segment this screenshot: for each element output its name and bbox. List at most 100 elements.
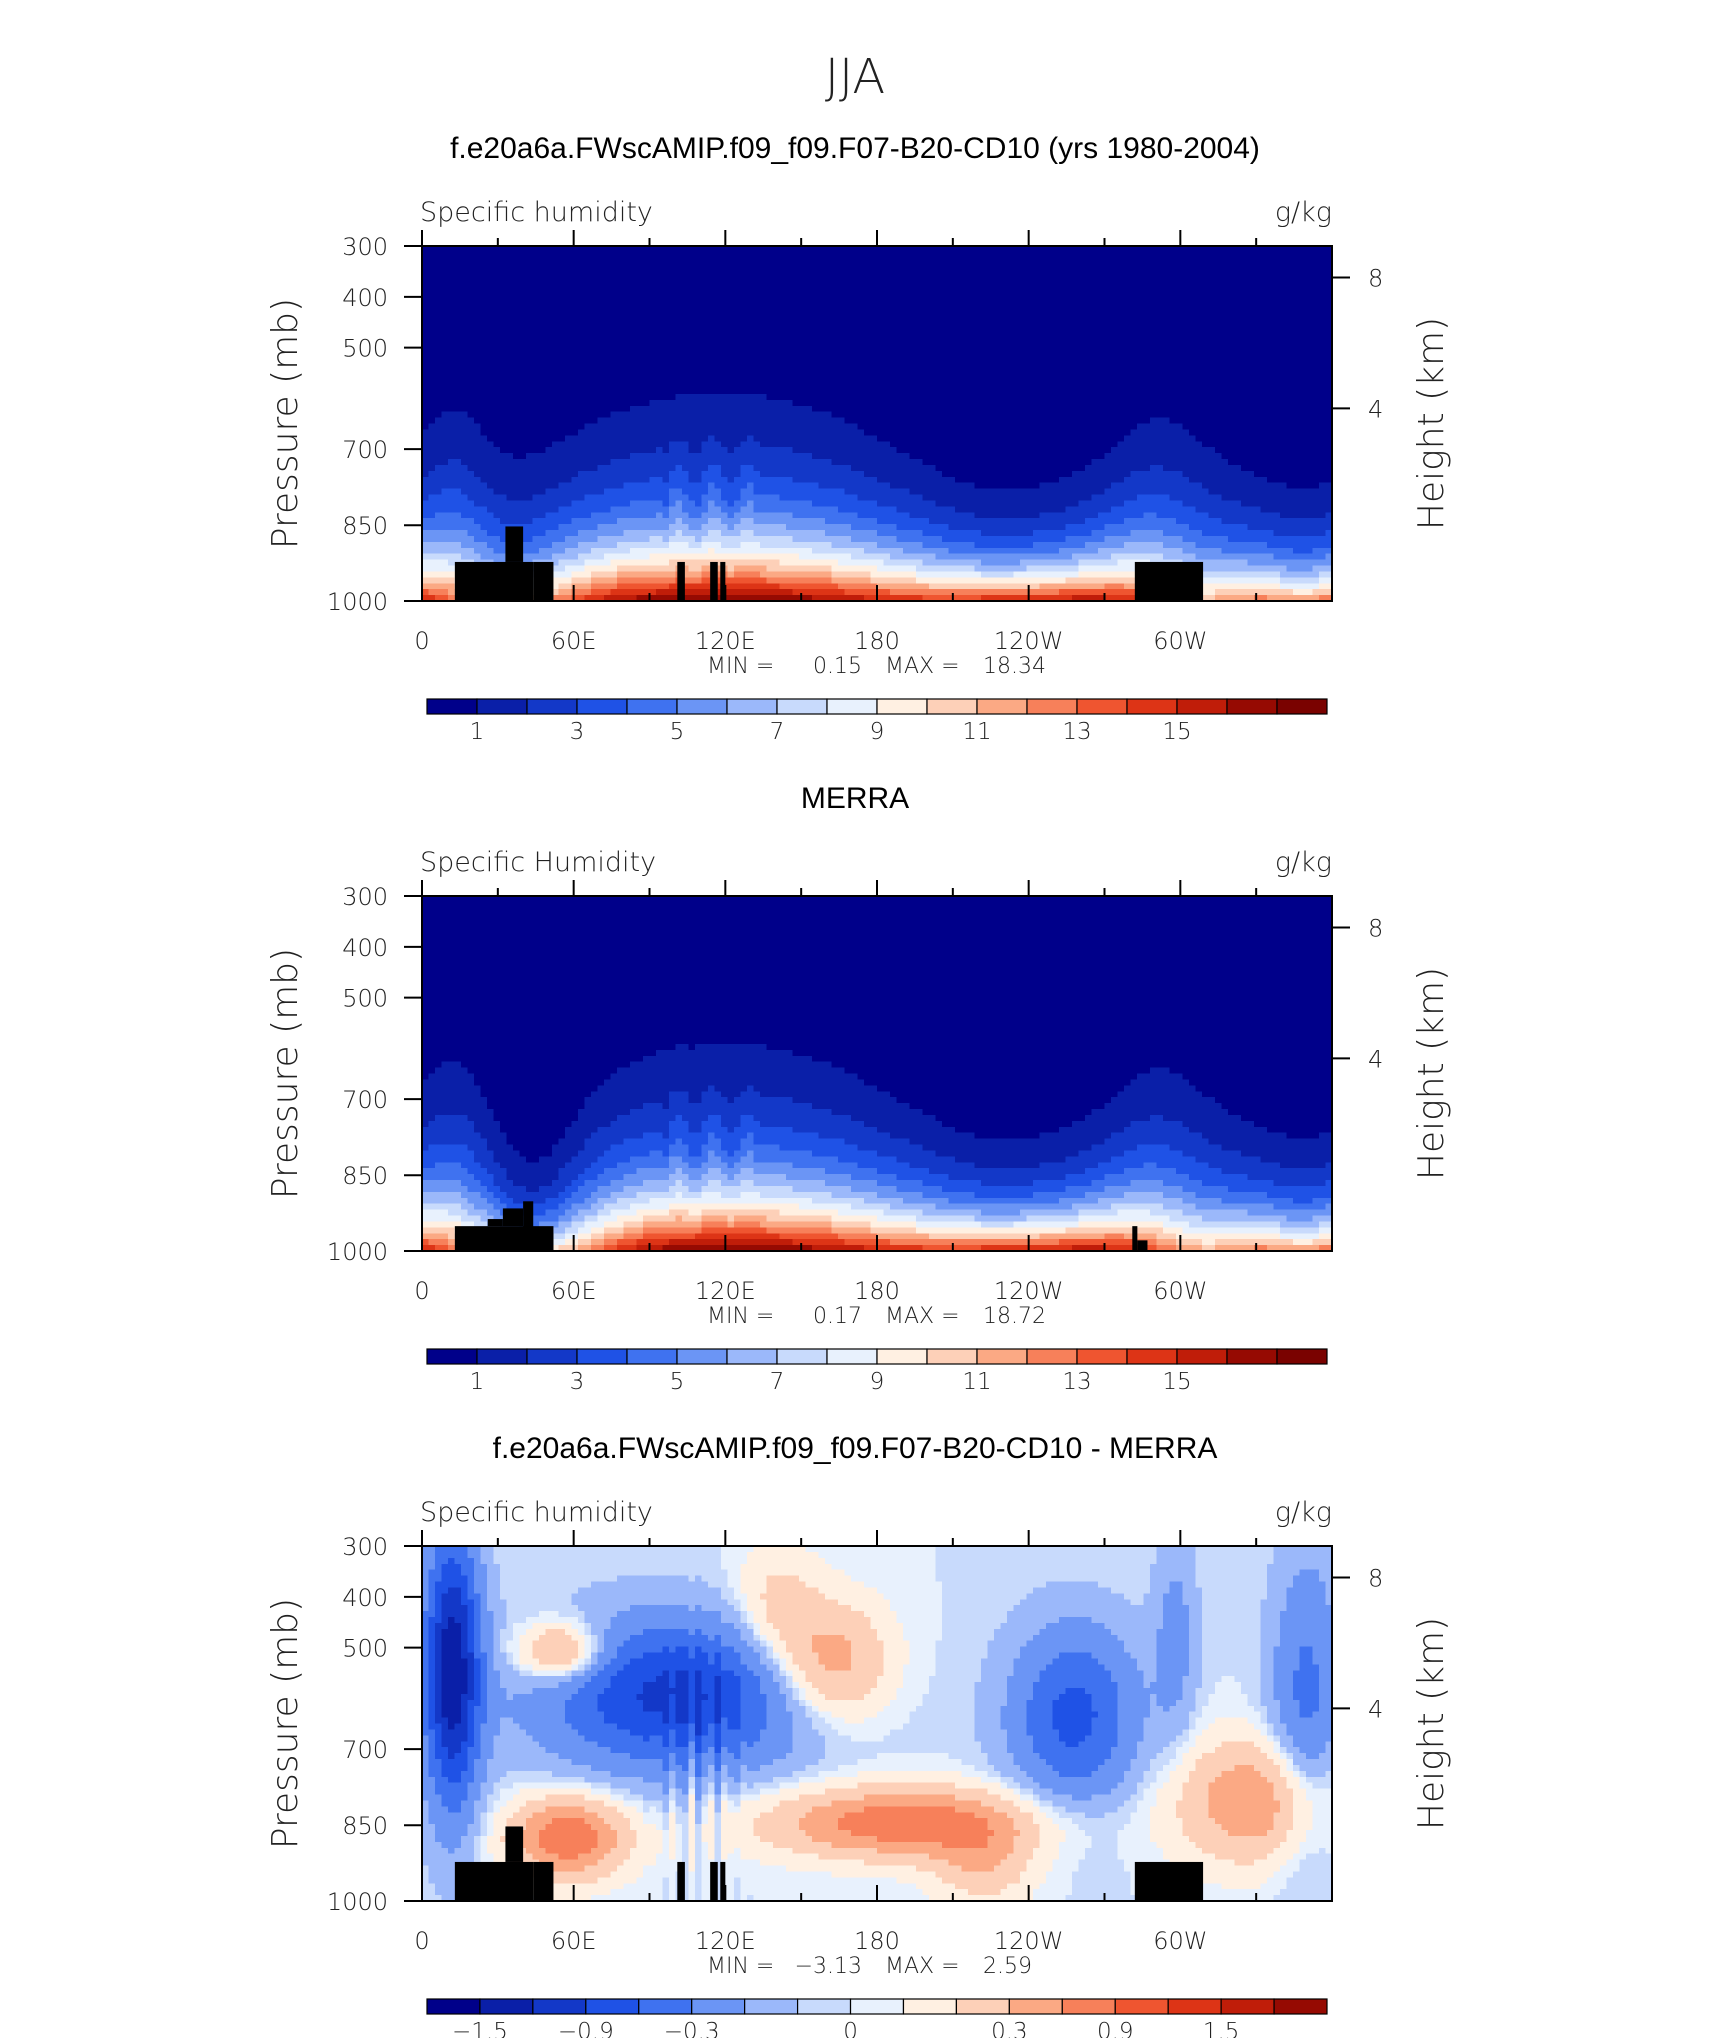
min-value: 0.17 [813,1304,862,1329]
y-tick-label: 850 [342,1812,388,1840]
x-axis: 0 60E 120E 180 120W 60W [414,230,1258,655]
panel-2: MERRA Specific Humidity g/kg 0 60E 120E 180 120… [265,782,1452,1395]
y-tick-label: 700 [342,436,388,464]
y-tick-label: 700 [342,1086,388,1114]
colorbar-swatch [1276,698,1328,715]
colorbar-swatch [576,698,628,715]
colorbar-swatch [976,1348,1028,1365]
terrain-mask [710,561,718,601]
y-tick-label: 1000 [327,1888,388,1916]
x-axis: 0 60E 120E 180 120W 60W [414,880,1258,1305]
y-axis-label: Pressure (mb) [265,298,306,549]
colorbar-label: 1 [470,1369,485,1395]
x-tick-label: 0 [414,1277,429,1305]
terrain-mask [710,1861,718,1901]
colorbar-swatch [426,698,478,715]
colorbar-label: 1 [470,719,485,745]
terrain-mask [720,1861,726,1901]
max-value: 2.59 [983,1954,1032,1979]
y-tick-label: 300 [342,1533,388,1561]
colorbar-label: 5 [670,719,685,745]
terrain-mask [1134,561,1204,601]
colorbar-label: −0.9 [558,2019,614,2038]
colorbar-label: 0.3 [991,2019,1028,2038]
panel-title: f.e20a6a.FWscAMIP.f09_f09.F07-B20-CD10 -… [493,1432,1218,1465]
colorbar-swatch [976,698,1028,715]
y-axis-right: 8 4 Height (km) [1332,264,1452,530]
y-axis: 300 400 500 700 850 1000 Pressure (mb) [265,1533,422,1916]
contour-field [422,1546,1333,1902]
y-right-tick-label: 4 [1368,1045,1383,1073]
terrain-mask [505,526,524,562]
colorbar-swatch [585,1998,640,2015]
y-right-tick-label: 8 [1368,264,1383,292]
min-value: −3.13 [795,1954,862,1979]
colorbar-label: 0 [843,2019,858,2038]
colorbar: 1 3 5 7 9 11 13 15 [426,698,1328,745]
y-axis-right: 8 4 Height (km) [1332,914,1452,1180]
colorbar-swatch [1226,698,1278,715]
max-label: MAX = [885,1304,960,1329]
colorbar-label: 9 [870,1369,885,1395]
colorbar-label: 0.9 [1097,2019,1134,2038]
colorbar-swatch [1226,1348,1278,1365]
terrain-mask [454,561,534,601]
x-tick-label: 0 [414,627,429,655]
y-right-axis-label: Height (km) [1411,317,1452,530]
colorbar-swatch [479,1998,534,2015]
colorbar-swatch [576,1348,628,1365]
colorbar-swatch [1167,1998,1222,2015]
terrain-mask [454,1861,534,1901]
x-tick-label: 120W [994,627,1064,655]
x-tick-label: 120E [695,627,756,655]
x-tick-label: 180 [854,1927,900,1955]
colorbar-swatch [826,1348,878,1365]
max-label: MAX = [885,1954,960,1979]
panel-1: f.e20a6a.FWscAMIP.f09_f09.F07-B20-CD10 (… [265,132,1452,745]
colorbar-swatch [926,698,978,715]
max-value: 18.72 [983,1304,1046,1329]
x-tick-label: 60W [1153,627,1207,655]
panel-units: g/kg [1275,1497,1332,1528]
colorbar-swatch [676,698,728,715]
colorbar-label: 11 [962,1369,991,1395]
x-tick-label: 0 [414,1927,429,1955]
panel-title: MERRA [801,782,909,815]
terrain-mask [505,1826,524,1862]
contour-field [422,896,1333,1252]
terrain-mask [1132,1226,1138,1251]
x-tick-label: 60E [551,627,597,655]
x-tick-label: 120E [695,1927,756,1955]
colorbar-swatch [526,1348,578,1365]
colorbar-swatch [426,1998,481,2015]
terrain-mask [1134,1861,1204,1901]
y-tick-label: 1000 [327,588,388,616]
colorbar-swatch [776,698,828,715]
colorbar: 1 3 5 7 9 11 13 15 [426,1348,1328,1395]
colorbar-swatch [1176,1348,1228,1365]
min-label: MIN = [707,1304,774,1329]
colorbar-swatch [926,1348,978,1365]
colorbar-label: 11 [962,719,991,745]
colorbar-swatch [726,1348,778,1365]
colorbar-label: 3 [570,1369,585,1395]
y-tick-label: 500 [342,335,388,363]
terrain-mask [533,561,554,601]
colorbar-swatch [796,1998,852,2015]
colorbar-swatch [476,698,528,715]
x-tick-label: 120W [994,1927,1064,1955]
x-tick-label: 120W [994,1277,1064,1305]
y-right-axis-label: Height (km) [1411,967,1452,1180]
colorbar-swatch [1276,1348,1328,1365]
y-tick-label: 850 [342,512,388,540]
panel-left-string: Specific humidity [420,1497,653,1528]
y-right-tick-label: 8 [1368,1564,1383,1592]
y-right-tick-label: 4 [1368,1695,1383,1723]
x-tick-label: 180 [854,1277,900,1305]
colorbar-swatch [426,1348,478,1365]
min-max-readout: MIN = 0.17 MAX = 18.72 [707,1304,1046,1329]
terrain-mask [720,561,726,601]
colorbar-swatch [902,1998,958,2015]
colorbar-swatch [638,1998,693,2015]
